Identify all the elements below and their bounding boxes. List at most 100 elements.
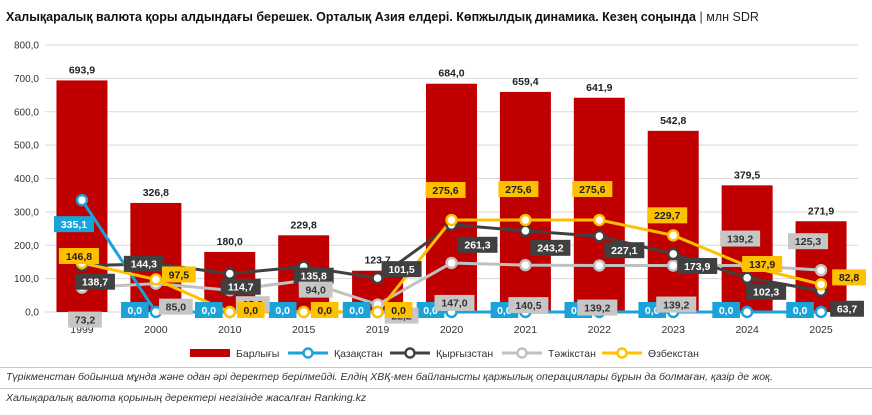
bar [499, 91, 551, 312]
source-note: Халықаралық валюта қорының деректері нег… [6, 392, 367, 404]
x-tick-label: 2023 [662, 324, 686, 336]
data-label: 261,3 [464, 240, 490, 252]
data-label-box [74, 273, 115, 290]
data-label-box [577, 299, 618, 316]
series-point [223, 267, 236, 280]
data-label-box [742, 255, 783, 272]
data-label-box [381, 261, 422, 278]
series-point [371, 271, 384, 285]
y-tick-label: 600,0 [14, 107, 39, 118]
y-tick-label: 700,0 [14, 74, 39, 85]
series-point [814, 305, 828, 319]
data-label-box [384, 302, 413, 318]
data-label-box [123, 255, 164, 272]
data-label: 85,0 [166, 301, 187, 313]
data-label: 0,0 [275, 305, 290, 317]
x-tick-label: 2025 [809, 324, 833, 336]
series-point [814, 263, 828, 277]
data-label: 139,2 [663, 299, 689, 311]
series-point [519, 213, 532, 227]
data-label-box [434, 294, 475, 311]
data-label-box [677, 257, 718, 274]
bar-value-label: 659,4 [512, 76, 538, 88]
data-label: 0,0 [719, 305, 734, 317]
data-label-box [530, 239, 571, 256]
x-tick-label: 2022 [588, 324, 612, 336]
bar-value-label: 180,0 [217, 236, 243, 248]
data-label: 139,2 [727, 233, 753, 245]
data-label-box [656, 296, 697, 313]
title-separator: | [699, 10, 703, 24]
series-point [445, 213, 458, 227]
data-label: 144,3 [131, 259, 157, 271]
data-label: 137,9 [749, 259, 775, 271]
data-label: 0,0 [793, 305, 808, 317]
series-point [519, 258, 532, 272]
x-tick-label: 2021 [514, 324, 538, 336]
legend-marker [616, 347, 628, 359]
data-label-box [236, 302, 265, 318]
data-label-box [121, 302, 149, 318]
data-label-box [647, 207, 688, 224]
legend-marker [302, 347, 314, 359]
legend-marker [404, 347, 416, 359]
data-label: 147,0 [441, 298, 467, 310]
series-point [740, 305, 754, 319]
legend-label: Өзбекстан [648, 348, 699, 360]
data-label: 0,0 [243, 305, 258, 317]
data-label-box [220, 278, 261, 295]
data-label: 97,5 [169, 269, 190, 281]
x-tick-label: 2020 [440, 324, 464, 336]
data-label-box [830, 300, 864, 317]
data-label: 0,0 [349, 305, 364, 317]
data-label: 138,7 [82, 277, 108, 289]
footnote: Түрікменстан бойынша мұнда және одан әрі… [6, 371, 773, 383]
data-label: 0,0 [423, 305, 438, 317]
data-label: 0,0 [128, 305, 143, 317]
bar-value-label: 271,9 [808, 205, 834, 217]
series-point [75, 193, 89, 207]
data-label: 125,3 [795, 236, 821, 248]
series-point [593, 213, 606, 227]
y-tick-label: 200,0 [14, 241, 39, 252]
bar-value-label: 684,0 [438, 68, 464, 80]
data-label: 114,7 [228, 282, 254, 294]
legend-marker [516, 347, 528, 359]
y-tick-label: 300,0 [14, 207, 39, 218]
bar-value-label: 326,8 [143, 187, 169, 199]
data-label-box [457, 236, 498, 253]
data-label-box [425, 182, 466, 199]
data-label: 227,1 [611, 245, 637, 257]
legend-label: Тәжікстан [548, 348, 596, 360]
data-label: 94,0 [305, 284, 326, 296]
data-label-box [720, 230, 761, 247]
bar-value-label: 229,8 [291, 219, 317, 231]
data-label: 102,3 [753, 287, 779, 299]
series-point [740, 271, 754, 285]
data-label-box [832, 269, 866, 286]
data-label: 275,6 [432, 185, 458, 197]
chart: 0,0 100,0 200,0 300,0 400,0 500,0 600,0 700,0 80… [14, 41, 866, 360]
series-point [519, 224, 532, 238]
data-label-box [604, 242, 645, 259]
data-label: 0,0 [391, 305, 406, 317]
data-label-box [293, 267, 334, 284]
series-point [445, 256, 458, 270]
x-tick-label: 2000 [144, 324, 168, 336]
data-label: 73,2 [75, 314, 96, 326]
data-label-box [158, 298, 193, 315]
series-point [667, 259, 680, 272]
data-label-box [342, 302, 371, 318]
data-label-box [572, 181, 613, 198]
data-label: 243,2 [537, 243, 563, 255]
series-point [814, 278, 828, 291]
data-label-box [268, 302, 297, 318]
series-point [297, 305, 310, 319]
data-label: 0,0 [317, 305, 332, 317]
data-label-box [68, 311, 102, 328]
series-point [593, 259, 606, 272]
data-label-box [786, 302, 814, 318]
bar-value-label: 641,9 [586, 82, 612, 94]
data-label-box [712, 302, 740, 318]
title-text: Халықаралық валюта қоры алдындағы береше… [6, 10, 696, 24]
